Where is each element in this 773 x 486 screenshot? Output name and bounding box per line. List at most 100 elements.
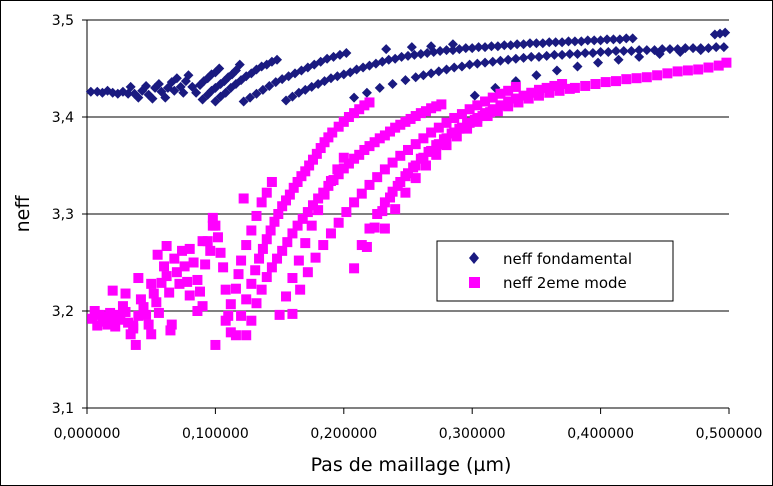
data-point-diamond (409, 49, 420, 60)
data-point-square (128, 323, 139, 334)
data-point-square (184, 243, 195, 254)
data-point-diamond (505, 40, 516, 51)
data-point-square (220, 315, 231, 326)
data-point-square (387, 186, 398, 197)
data-point-diamond (238, 96, 249, 107)
data-point-square (374, 133, 385, 144)
data-point-square (600, 77, 611, 88)
data-point-square (304, 160, 315, 171)
data-point-square (156, 277, 167, 288)
data-point-diamond (564, 48, 575, 59)
data-point-square (153, 307, 164, 318)
data-point-square (523, 93, 534, 104)
data-point-square (372, 172, 383, 183)
data-point-square (472, 116, 483, 127)
data-point-square (120, 288, 131, 299)
data-point-diamond (447, 45, 458, 56)
data-point-diamond (441, 64, 452, 75)
legend-label-fondamental: neff fondamental (503, 250, 632, 268)
data-point-square (143, 319, 154, 330)
x-tick-label: 0,500000 (696, 426, 763, 442)
data-point-square (135, 294, 146, 305)
data-point-square (533, 84, 544, 95)
data-point-diamond (627, 33, 638, 44)
data-point-diamond (593, 57, 604, 68)
data-point-square (313, 205, 324, 216)
data-point-diamond (433, 66, 444, 77)
data-point-diamond (410, 72, 421, 83)
data-point-diamond (688, 43, 699, 54)
data-point-square (197, 301, 208, 312)
data-point-diamond (499, 40, 510, 51)
x-tick-label: 0,100000 (182, 426, 249, 442)
data-point-square (169, 253, 180, 264)
data-point-square (372, 209, 383, 219)
data-point-square (138, 302, 149, 313)
data-point-diamond (551, 65, 562, 76)
data-point-square (254, 253, 265, 264)
data-point-square (241, 330, 252, 341)
data-point-diamond (178, 87, 189, 98)
data-point-square (392, 180, 403, 191)
data-point-square (92, 320, 103, 331)
data-point-diamond (141, 80, 152, 91)
data-point-diamond (447, 39, 458, 50)
series-neff-fondamental (85, 27, 731, 107)
data-point-square (141, 309, 152, 320)
data-point-square (241, 240, 252, 251)
data-point-square (282, 237, 293, 248)
data-point-square (441, 117, 452, 128)
data-point-diamond (603, 47, 614, 58)
data-point-diamond (422, 47, 433, 58)
data-point-square (281, 195, 292, 206)
data-point-square (192, 306, 203, 316)
data-point-diamond (703, 43, 714, 54)
data-point-diamond (611, 46, 622, 57)
data-point-diamond (512, 39, 523, 50)
data-point-square (256, 284, 267, 295)
data-point-diamond (418, 70, 429, 81)
data-point-square (662, 68, 673, 79)
data-point-square (415, 108, 426, 119)
data-point-diamond (572, 48, 583, 59)
data-point-diamond (480, 57, 491, 68)
data-point-diamond (272, 54, 283, 65)
data-point-diamond (85, 86, 96, 97)
data-point-diamond (406, 42, 417, 53)
x-tick-label: 0,000000 (54, 426, 121, 442)
data-point-square (284, 189, 295, 200)
data-point-square (693, 64, 704, 75)
data-point-square (356, 188, 367, 199)
data-point-square (179, 261, 190, 272)
data-point-diamond (634, 51, 645, 62)
data-point-square (188, 257, 199, 268)
data-point-square (364, 179, 375, 190)
data-point-square (205, 245, 216, 256)
y-tick-label: 3,4 (52, 110, 74, 126)
data-point-square (272, 253, 283, 264)
data-point-square (230, 283, 241, 294)
data-point-diamond (473, 42, 484, 53)
data-point-square (703, 62, 714, 73)
data-point-square (503, 101, 514, 112)
data-point-square (454, 123, 465, 134)
data-point-square (343, 112, 354, 122)
data-point-square (292, 176, 303, 187)
data-point-square (197, 236, 208, 247)
data-point-diamond (486, 41, 497, 52)
data-point-diamond (214, 63, 225, 74)
data-point-diamond (133, 92, 144, 103)
data-point-diamond (587, 47, 598, 58)
data-point-square (354, 104, 365, 115)
data-point-diamond (183, 70, 194, 81)
data-point-square (307, 200, 318, 211)
data-point-square (277, 201, 288, 212)
data-point-square (281, 291, 292, 302)
data-point-square (533, 90, 544, 101)
x-tick-labels: 0,000000 0,100000 0,200000 0,300000 0,400000… (54, 408, 763, 442)
data-point-square (420, 160, 431, 171)
data-point-square (146, 329, 157, 340)
data-point-square (438, 134, 449, 145)
data-point-square (631, 73, 642, 84)
data-point-square (379, 223, 390, 234)
